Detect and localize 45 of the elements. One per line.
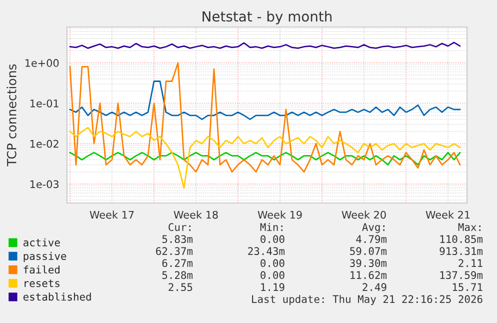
text: 137.59m (440, 271, 483, 280)
text: 5.28m (162, 271, 193, 280)
x-tick-label: Week 21 (426, 210, 470, 219)
text: Min: (260, 222, 282, 231)
text: 11.62m (350, 271, 387, 280)
text: Last update: Thu May 21 22:16:25 2026 (252, 294, 482, 306)
line-series (69, 62, 461, 173)
text: Avg: (362, 223, 384, 234)
legend-label: active (24, 238, 60, 246)
text: 59.07m (350, 247, 387, 256)
text: 2.11 (458, 259, 482, 267)
line-series (69, 80, 461, 120)
x-tick-label: Week 19 (258, 210, 302, 219)
legend-label: passive (24, 252, 66, 262)
legend-label: resets (24, 280, 60, 288)
text: 39.30m (350, 259, 387, 268)
x-tick-label: Week 18 (174, 210, 218, 219)
text: 6.27m (162, 259, 193, 268)
legend-label: failed (24, 265, 60, 274)
y-tick-label: 1e-01 (30, 99, 58, 108)
line-series (69, 126, 461, 189)
text: 2.49 (362, 283, 386, 292)
y-axis-title: TCP connections (6, 64, 16, 166)
line-series (69, 152, 461, 166)
text: 0.00 (260, 259, 284, 268)
text: 110.85m (440, 235, 483, 244)
y-tick-label: 1e-03 (30, 180, 59, 188)
text: Cur: (168, 223, 190, 232)
text: 0.00 (260, 235, 284, 244)
x-tick-label: Week 20 (342, 210, 386, 219)
text: 62.37m (156, 247, 193, 256)
text: 1.19 (261, 283, 284, 292)
x-tick-label: Week 17 (90, 210, 134, 219)
text: 5.83m (162, 235, 193, 244)
legend-label: established (23, 292, 91, 301)
text: 2.55 (168, 283, 192, 292)
y-tick-label: 1e+00 (25, 59, 59, 67)
y-tick-label: 1e-02 (30, 140, 58, 148)
text: 0.00 (260, 271, 284, 280)
text: 15.71 (452, 283, 482, 292)
text: 913.31m (440, 247, 483, 256)
text: 23.43m (248, 247, 285, 256)
chart-title: Netstat - by month (202, 10, 332, 24)
text: Max: (458, 223, 480, 232)
text: 4.79m (356, 235, 387, 244)
